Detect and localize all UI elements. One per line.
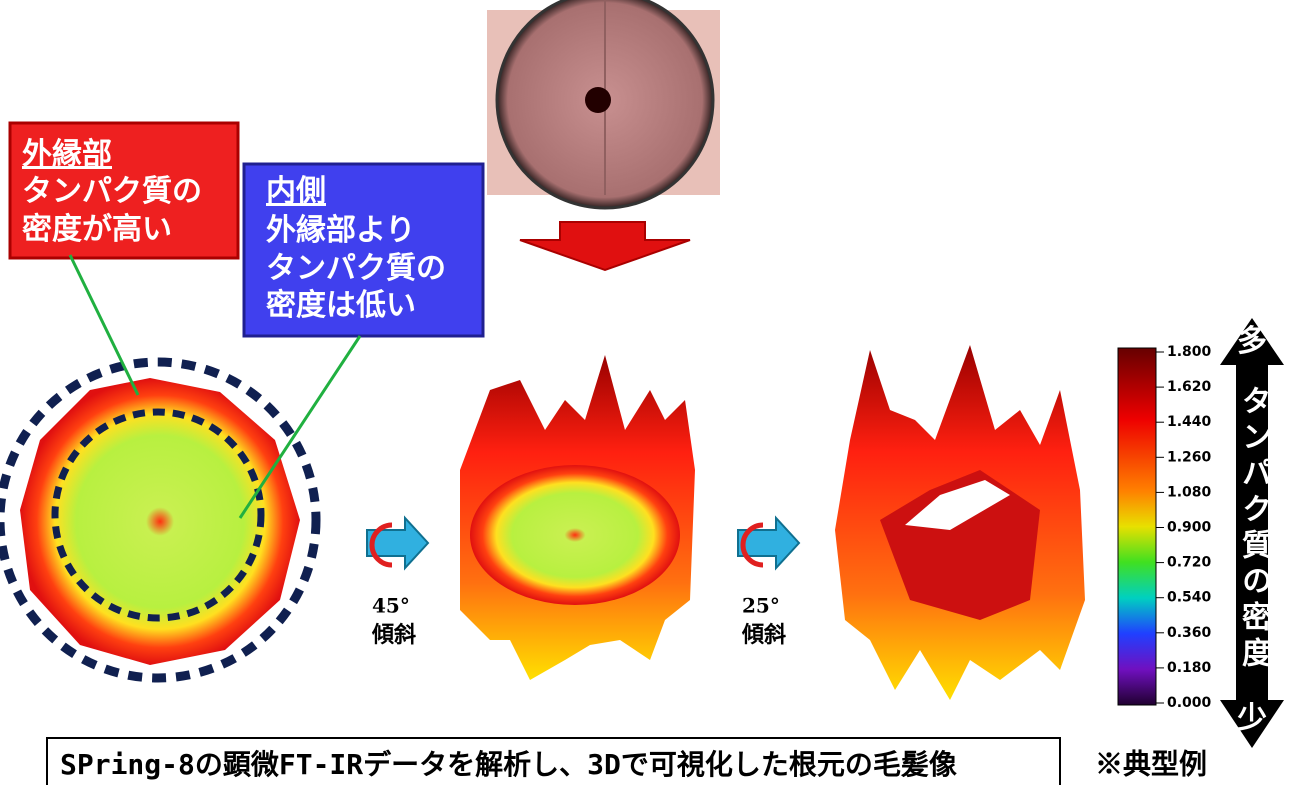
colorbar — [1117, 347, 1157, 706]
rotate-icon: 25° 傾斜 — [737, 515, 801, 648]
tick-label: 0.720 — [1167, 555, 1212, 571]
rotation-angle: 45° — [372, 594, 410, 618]
callout-title: 外縁部 — [22, 137, 112, 172]
arrow-bottom: 少 — [1237, 701, 1267, 736]
rotate-icon: 45° 傾斜 — [366, 515, 430, 648]
rotation-angle: 25° — [742, 594, 780, 618]
pointer — [68, 254, 140, 396]
tick-label: 0.540 — [1167, 590, 1212, 606]
rotation-label: 傾斜 — [371, 622, 416, 648]
callout-outer: 外縁部 タンパク質の 密度が高い — [8, 121, 240, 260]
callout-line: タンパク質の — [266, 251, 446, 286]
note: ※典型例 — [1095, 748, 1207, 781]
density-arrow: 多 タンパク質の密度 少 — [1220, 318, 1284, 748]
tick-label: 1.260 — [1167, 449, 1212, 465]
callout-line: 密度が高い — [22, 212, 172, 247]
tick-label: 0.180 — [1167, 660, 1212, 676]
arrow-top: 多 — [1237, 324, 1267, 359]
pointer — [238, 335, 362, 519]
callout-line: 密度は低い — [266, 288, 416, 323]
arrow-label: タンパク質の密度 — [1236, 385, 1272, 673]
callout-line: タンパク質の — [22, 174, 202, 209]
top-view — [0, 357, 321, 683]
tick-label: 1.080 — [1167, 484, 1212, 500]
caption-box — [46, 737, 1061, 785]
tick-label: 1.440 — [1167, 414, 1212, 430]
caption: SPring-8の顕微FT-IRデータを解析し、3Dで可視化した根元の毛髪像 — [60, 748, 958, 781]
tick-label: 0.360 — [1167, 625, 1212, 641]
callout-title: 内側 — [266, 174, 326, 209]
tick-label: 0.900 — [1167, 520, 1212, 536]
callout-line: 外縁部より — [266, 213, 415, 248]
tick-label: 0.000 — [1167, 695, 1212, 711]
photo — [487, 0, 720, 210]
rotation-label: 傾斜 — [741, 622, 786, 648]
down-arrow — [519, 221, 691, 272]
tick-label: 1.620 — [1167, 379, 1212, 395]
colorbar-ticks: 1.800 1.620 1.440 1.260 1.080 0.900 0.720 0.540… — [1156, 344, 1212, 711]
tick-label: 1.800 — [1167, 344, 1212, 360]
plot-25 — [835, 345, 1085, 700]
callout-inner: 内側 外縁部より タンパク質の 密度は低い — [242, 162, 485, 338]
plot-45 — [460, 355, 695, 680]
